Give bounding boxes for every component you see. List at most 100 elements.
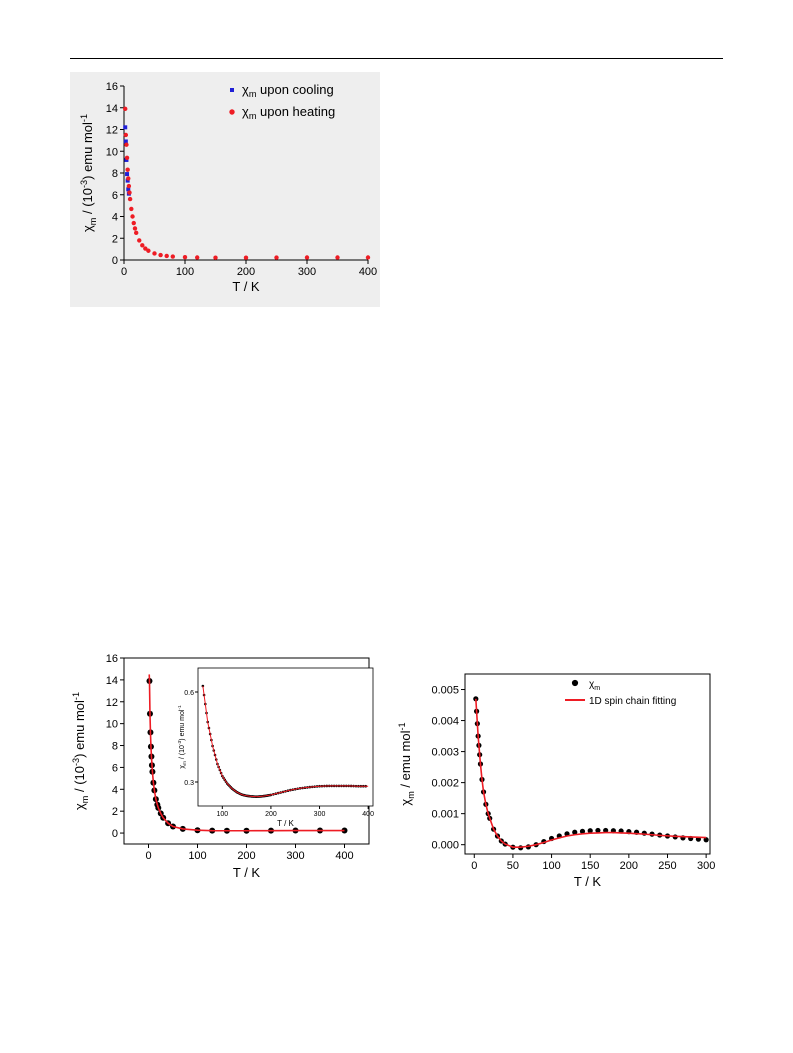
- x-tick-label: 150: [581, 860, 599, 872]
- series-1: [123, 106, 371, 260]
- chart-background: [70, 72, 380, 307]
- inset-y-tick-label: 0.6: [184, 690, 194, 697]
- data-point: [158, 252, 163, 258]
- data-point: [123, 132, 129, 138]
- y-tick-label: 0.004: [431, 716, 459, 728]
- inset-x-tick-label: 200: [265, 811, 277, 818]
- x-tick-label: 0: [121, 266, 127, 278]
- inset-y-label: χm / (10-3) emu mol-1: [177, 705, 188, 769]
- x-tick-label: 50: [507, 860, 519, 872]
- data-point: [164, 253, 169, 259]
- page-header-rule: [70, 58, 723, 59]
- data-point: [126, 176, 131, 181]
- data-point: [130, 214, 135, 219]
- data-point: [140, 243, 145, 248]
- chart-susceptibility-fitting: 0 100 200 300 400 0 2 4 6 8 10 12 14 16 T / K χm / (10-…: [66, 648, 376, 898]
- data-point: [123, 139, 128, 144]
- chart-susceptibility-second-fitting: 0 50 100 150 200 250 300 0.000 0.001 0.002 0.003 0.…: [397, 660, 728, 900]
- data-point: [603, 827, 609, 834]
- x-tick-label: 200: [237, 266, 255, 278]
- series-1: [148, 674, 345, 832]
- legend-label: χm: [589, 679, 600, 692]
- y-tick-label: 16: [106, 653, 118, 665]
- data-point: [213, 255, 218, 260]
- data-point: [274, 255, 279, 260]
- chart-1-svg: 0 100 200 300 400 0 2 4 6 8 10 12 14 16 T / K χm / (10-…: [70, 72, 380, 307]
- y-tick-label: 0: [112, 828, 118, 840]
- y-tick-label: 2: [112, 806, 118, 818]
- data-point: [182, 254, 188, 260]
- data-point: [143, 246, 148, 251]
- inset-y-tick-label: 0.3: [184, 780, 194, 787]
- data-point: [123, 106, 128, 112]
- plot-frame: [464, 673, 711, 855]
- legend-marker: [229, 109, 235, 115]
- data-point: [127, 190, 132, 195]
- data-point: [125, 178, 130, 183]
- y-tick-label: 6: [112, 190, 118, 202]
- x-axis-label: T / K: [232, 279, 260, 294]
- y-tick-label: 12: [106, 125, 118, 137]
- y-tick-label: 4: [112, 784, 118, 796]
- x-tick-label: 100: [542, 860, 560, 872]
- data-point: [125, 167, 130, 172]
- data-point: [195, 255, 200, 260]
- legend-label: χm upon heating: [242, 104, 335, 121]
- fit-line: [148, 674, 345, 832]
- y-tick-label: 16: [106, 81, 118, 93]
- data-point: [243, 255, 249, 260]
- data-point: [587, 828, 593, 834]
- data-point: [146, 248, 151, 253]
- data-point: [170, 254, 175, 259]
- data-point: [595, 827, 601, 834]
- x-axis-label: T / K: [233, 865, 261, 880]
- data-point: [137, 238, 142, 243]
- legend-label: χm upon cooling: [242, 82, 334, 99]
- y-tick-label: 0.001: [431, 809, 459, 821]
- y-tick-label: 10: [106, 146, 118, 158]
- x-tick-label: 200: [237, 850, 255, 862]
- y-tick-label: 8: [112, 741, 118, 753]
- x-tick-label: 400: [359, 266, 377, 278]
- inset-x-tick-label: 100: [216, 811, 228, 818]
- inset-chart: 100 200 300 400 0.3 0.6 T / K χm / (10-3) emu m…: [177, 667, 374, 828]
- y-tick-label: 10: [106, 719, 118, 731]
- data-point: [123, 125, 128, 130]
- y-axis-label: χm / (10-3) emu mol-1: [79, 114, 98, 232]
- data-point: [124, 142, 129, 147]
- x-tick-label: 0: [145, 850, 151, 862]
- series-0: [473, 696, 709, 851]
- inset-x-tick-label: 400: [362, 811, 374, 818]
- x-tick-label: 300: [286, 850, 304, 862]
- y-tick-label: 4: [112, 212, 118, 224]
- inset-x-label: T / K: [277, 819, 294, 828]
- y-axis-label: χm / (10-3) emu mol-1: [71, 692, 90, 810]
- data-point: [365, 255, 371, 260]
- data-point: [134, 230, 139, 236]
- y-tick-label: 2: [112, 233, 118, 245]
- data-point: [304, 255, 310, 260]
- data-point: [132, 226, 138, 231]
- y-tick-label: 0: [112, 255, 118, 267]
- x-tick-label: 400: [335, 850, 353, 862]
- x-tick-label: 0: [471, 860, 477, 872]
- data-point: [126, 187, 131, 192]
- data-point: [125, 172, 130, 177]
- data-point: [572, 829, 578, 835]
- inset-fit-line: [202, 685, 369, 798]
- y-tick-label: 0.005: [431, 685, 459, 697]
- data-point: [126, 183, 132, 189]
- y-tick-label: 0.000: [431, 840, 459, 852]
- legend-marker: [571, 679, 579, 687]
- x-tick-label: 100: [188, 850, 206, 862]
- data-point: [124, 157, 129, 162]
- chart-susceptibility-cooling-heating: 0 100 200 300 400 0 2 4 6 8 10 12 14 16 T / K χm / (10-…: [70, 72, 380, 307]
- inset-x-tick-label: 300: [314, 811, 326, 818]
- y-tick-label: 14: [106, 675, 118, 687]
- legend-label: 1D spin chain fitting: [589, 696, 676, 707]
- x-axis-label: T / K: [574, 874, 602, 889]
- x-tick-label: 300: [697, 860, 715, 872]
- x-tick-label: 100: [176, 266, 194, 278]
- data-point: [335, 255, 340, 260]
- y-tick-label: 12: [106, 697, 118, 709]
